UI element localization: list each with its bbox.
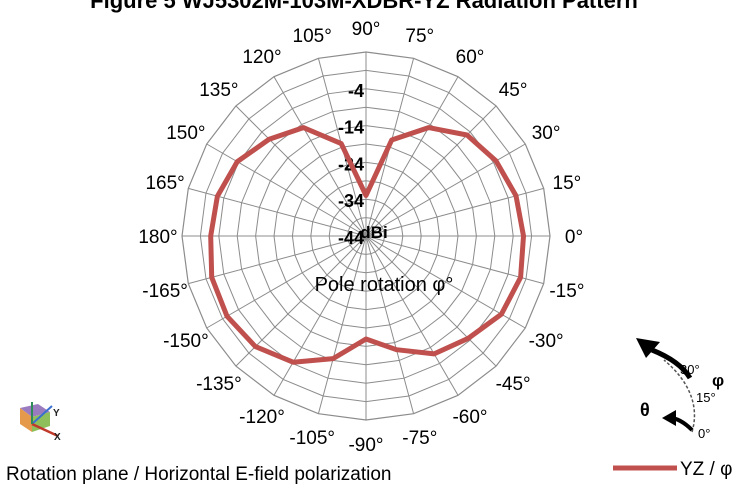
radial-tick-label: -34 xyxy=(338,191,364,211)
angle-label: 165° xyxy=(145,173,184,194)
theta-symbol: θ xyxy=(640,400,650,420)
data-point xyxy=(209,234,213,238)
data-point xyxy=(267,137,271,141)
angle-label: -15° xyxy=(549,281,584,302)
grid-spoke xyxy=(365,235,544,285)
angle-label: -75° xyxy=(402,428,437,449)
angle-label: 30° xyxy=(532,123,561,144)
grid-spoke xyxy=(365,235,497,367)
rotation-arrows-icon: 30° 15° 0° φ θ xyxy=(636,338,724,441)
svg-text:X: X xyxy=(54,432,61,443)
angle-label: -90° xyxy=(348,435,383,456)
angle-label: -105° xyxy=(289,428,335,449)
data-point xyxy=(339,142,343,146)
radial-tick-label: -14 xyxy=(338,118,364,138)
grid-spoke xyxy=(365,143,526,237)
data-point xyxy=(432,352,436,356)
grid-spoke xyxy=(188,235,367,285)
grid-spoke xyxy=(365,235,526,329)
angle-label: 180° xyxy=(138,227,177,248)
data-point xyxy=(253,345,257,349)
angle-label: 60° xyxy=(456,47,485,68)
grid-spoke xyxy=(273,76,367,237)
angle-label: -150° xyxy=(163,331,209,352)
radial-tick-label: -4 xyxy=(348,81,364,101)
angle-label: 75° xyxy=(405,26,434,47)
rotation-label-30: 30° xyxy=(680,362,700,377)
data-point xyxy=(235,160,239,164)
data-point xyxy=(301,126,305,130)
data-point xyxy=(291,360,295,364)
angle-label: 45° xyxy=(499,80,528,101)
angle-label: 120° xyxy=(242,47,281,68)
legend: YZ / φ xyxy=(613,459,732,480)
angle-label: 135° xyxy=(199,80,238,101)
data-point xyxy=(364,337,368,341)
grid-spoke xyxy=(365,105,497,237)
legend-label: YZ / φ xyxy=(680,459,732,480)
angle-label: -30° xyxy=(529,331,564,352)
radial-units-label: dBi xyxy=(360,223,387,242)
phi-symbol: φ xyxy=(712,371,724,390)
data-point xyxy=(390,138,394,142)
3d-axes-icon: Y X xyxy=(20,402,61,443)
radial-tick-labels: -4-14-24-34-44 xyxy=(338,81,364,248)
angle-label: 15° xyxy=(553,173,582,194)
data-point xyxy=(499,312,503,316)
series-layer xyxy=(208,125,526,365)
data-point xyxy=(225,314,229,318)
grid-spoke xyxy=(206,143,367,237)
data-point xyxy=(494,159,498,163)
axis-title: Pole rotation φ° xyxy=(315,274,454,296)
data-point xyxy=(427,126,431,130)
angle-labels: 0° 15° 30° 45° 60° 75° 90° 105° 120°135° 150° 165°… xyxy=(138,19,584,456)
angle-label: -60° xyxy=(452,407,487,428)
angle-label: -135° xyxy=(196,374,242,395)
grid-spoke xyxy=(235,235,367,367)
grid-spoke xyxy=(365,235,459,396)
data-point xyxy=(522,234,525,238)
radial-tick-label: -44 xyxy=(338,228,364,248)
grid-spoke xyxy=(273,235,367,396)
angle-label: 90° xyxy=(352,19,381,40)
chart-title: Figure 5 WJ5302M-103M-XDBR-YZ Radiation … xyxy=(90,0,638,13)
svg-text:Y: Y xyxy=(53,408,60,419)
data-point xyxy=(514,194,518,198)
angle-label: -45° xyxy=(496,374,531,395)
angle-label: 150° xyxy=(166,123,205,144)
angle-label: -120° xyxy=(239,407,285,428)
data-point xyxy=(210,275,214,279)
data-point xyxy=(519,275,523,279)
grid-spoke xyxy=(317,235,367,414)
data-point xyxy=(364,194,368,197)
rotation-label-15: 15° xyxy=(696,390,716,405)
data-point xyxy=(466,336,470,340)
chart-subtitle: Rotation plane / Horizontal E-field pola… xyxy=(6,464,392,485)
grid-spoke xyxy=(206,235,367,329)
grid-spoke xyxy=(365,235,415,414)
data-point xyxy=(331,357,335,361)
angle-label: 0° xyxy=(565,227,583,248)
data-point xyxy=(215,194,219,198)
grid-spoke xyxy=(365,76,459,237)
angle-label: -165° xyxy=(142,281,188,302)
data-point xyxy=(395,348,398,352)
grid-spoke xyxy=(235,105,367,237)
data-point xyxy=(465,133,469,137)
angle-label: 105° xyxy=(293,26,332,47)
rotation-label-0: 0° xyxy=(698,426,710,441)
